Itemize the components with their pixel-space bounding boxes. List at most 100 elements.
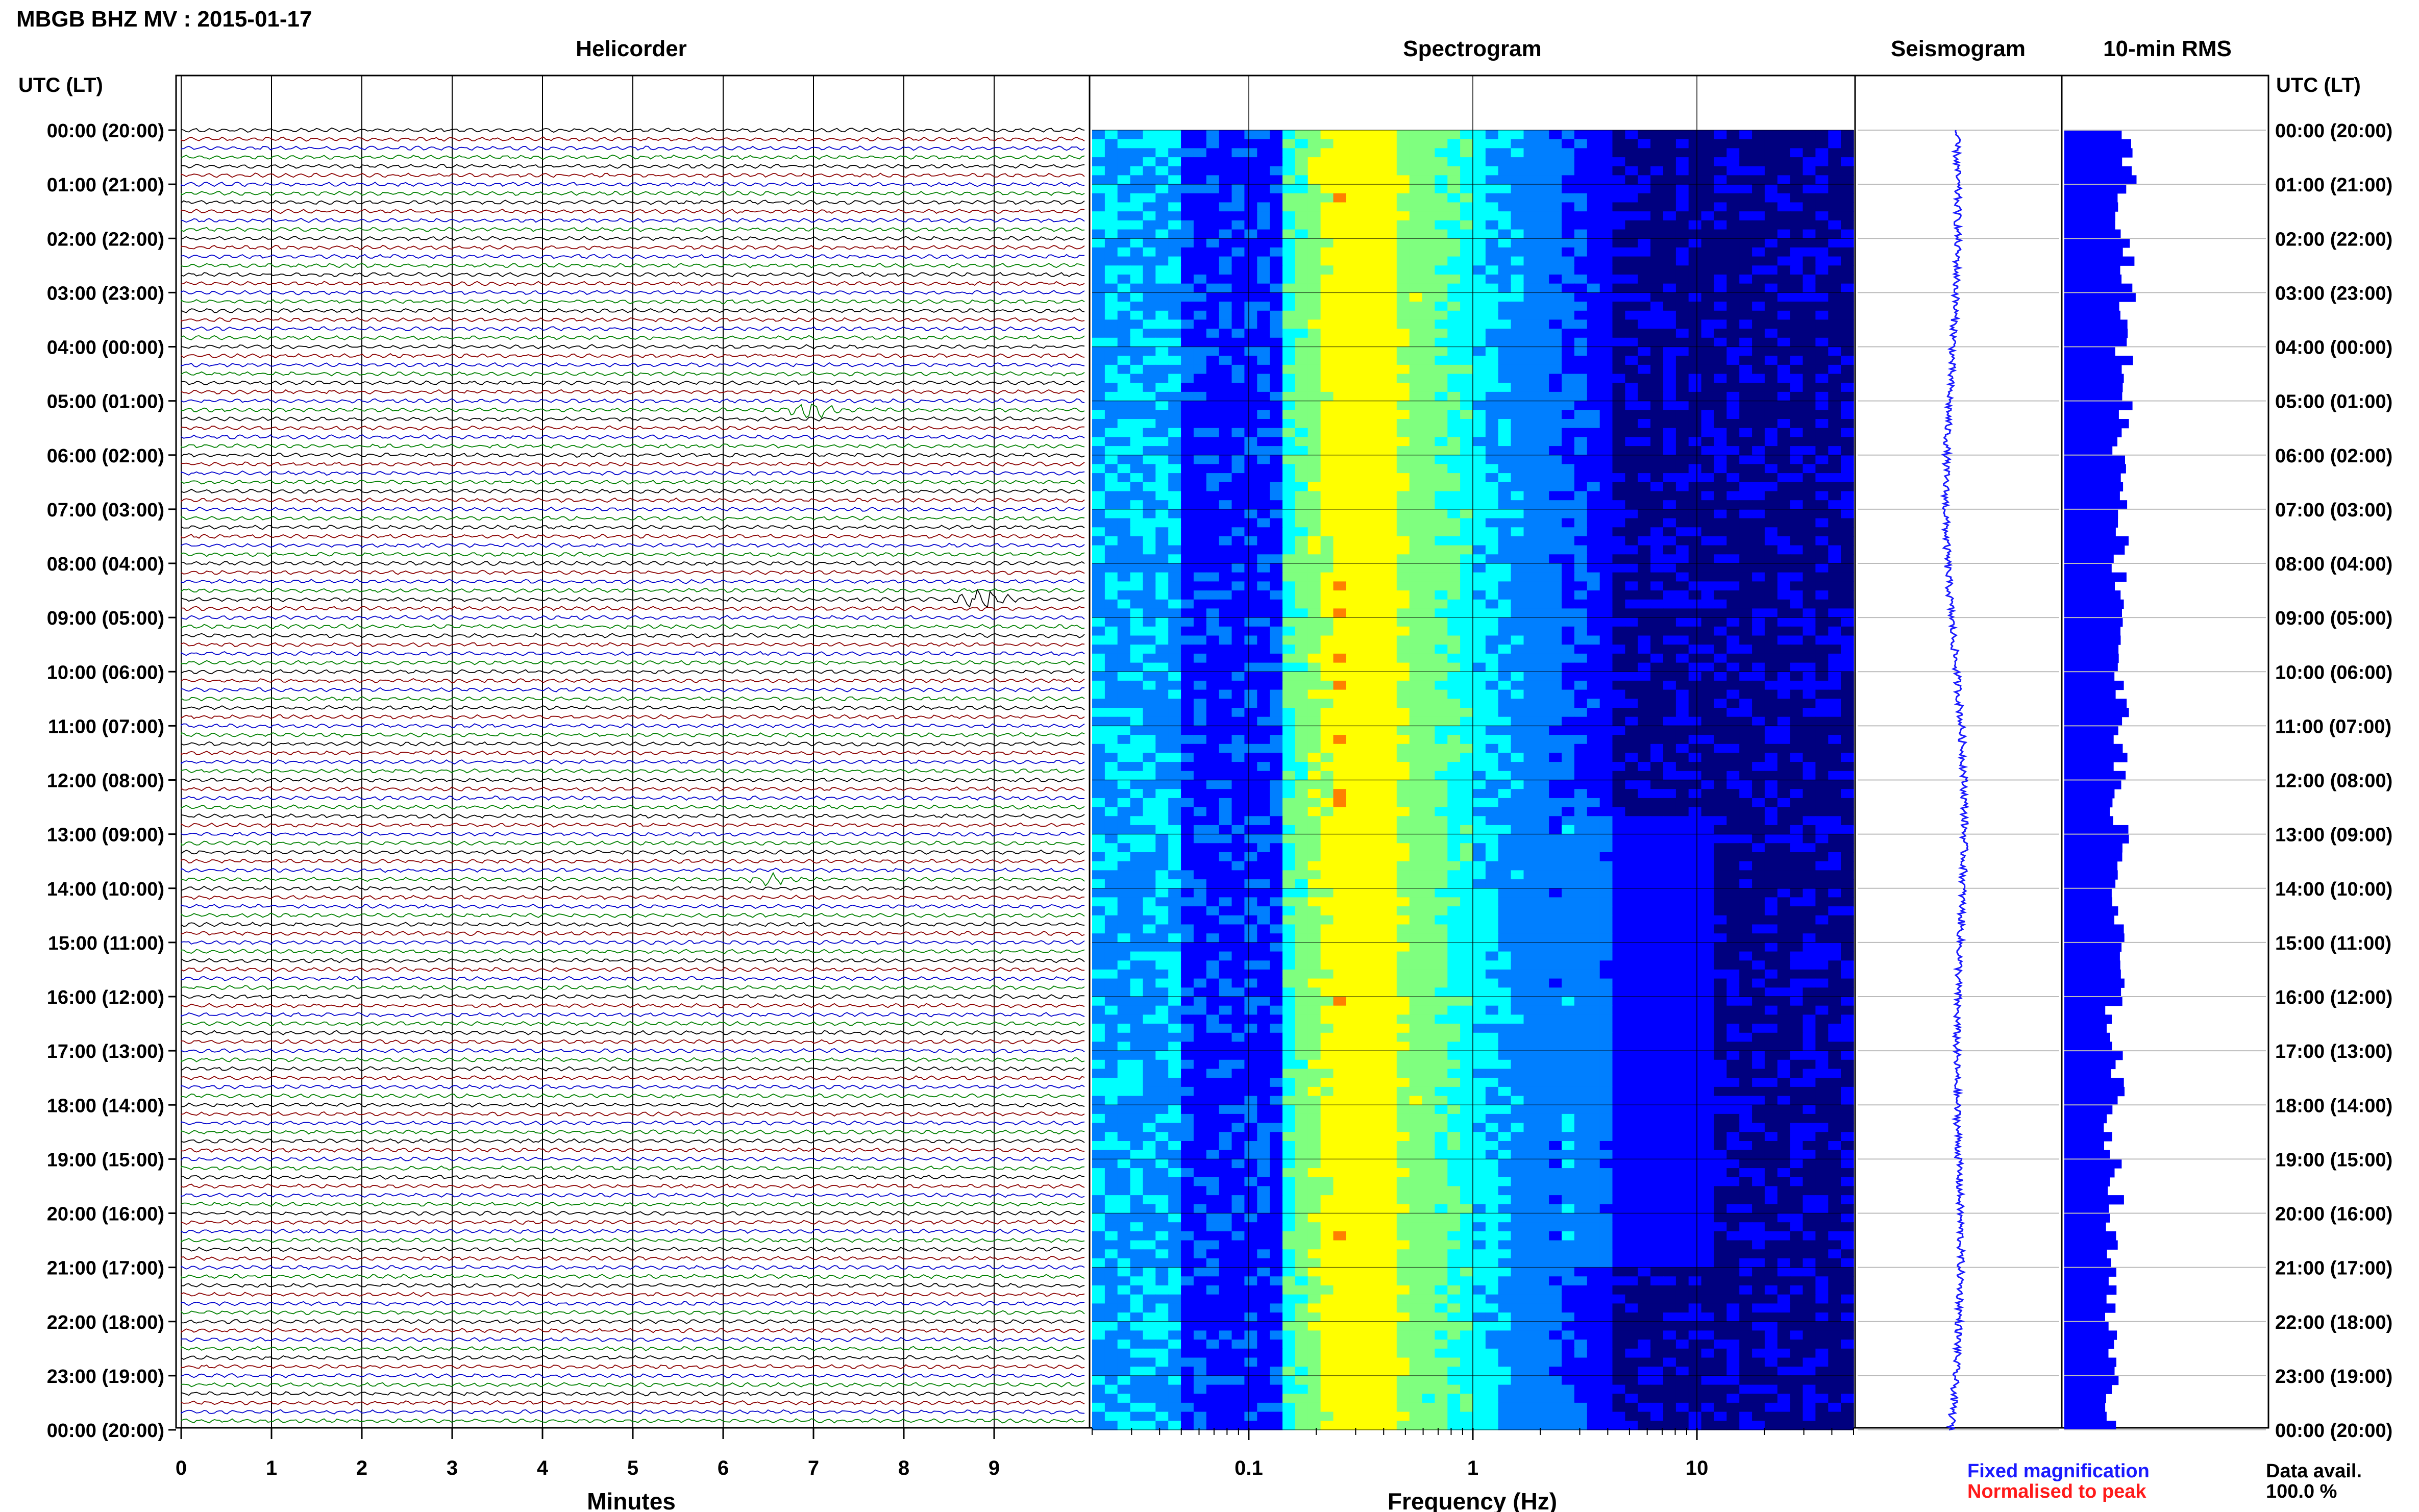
spectrogram-cell (1625, 446, 1639, 456)
spectrogram-cell (1447, 292, 1461, 302)
spectrogram-cell (1117, 337, 1131, 348)
spectrogram-cell (1790, 672, 1804, 681)
spectrogram-cell (1523, 807, 1537, 817)
spectrogram-cell (1193, 527, 1207, 537)
spectrogram-cell (1485, 527, 1499, 537)
spectrogram-cell (1193, 572, 1207, 582)
spectrogram-cell (1815, 446, 1829, 456)
spectrogram-cell (1726, 265, 1740, 275)
spectrogram-cell (1625, 699, 1639, 708)
spectrogram-cell (1739, 807, 1752, 817)
spectrogram-cell (1143, 184, 1156, 194)
spectrogram-cell (1726, 699, 1740, 708)
spectrogram-cell (1396, 383, 1410, 392)
spectrogram-cell (1650, 581, 1664, 591)
spectrogram-cell (1295, 428, 1309, 438)
spectrogram-cell (1777, 726, 1791, 735)
spectrogram-cell (1422, 319, 1436, 329)
spectrogram-cell (1650, 130, 1664, 140)
spectrogram-cell (1726, 672, 1740, 681)
spectrogram-cell (1688, 157, 1702, 167)
spectrogram-cell (1231, 374, 1245, 384)
spectrogram-cell (1447, 645, 1461, 654)
spectrogram-cell (1143, 374, 1156, 384)
spectrogram-cell (1333, 473, 1347, 483)
spectrogram-cell (1587, 563, 1600, 573)
spectrogram-cell (1790, 617, 1804, 627)
spectrogram-cell (1333, 247, 1347, 257)
spectrogram-cell (1155, 419, 1169, 429)
spectrogram-cell (1511, 509, 1524, 519)
spectrogram-cell (1625, 256, 1639, 266)
spectrogram-cell (1815, 166, 1829, 176)
spectrogram-cell (1117, 608, 1131, 618)
spectrogram-cell (1371, 708, 1385, 717)
spectrogram-cell (1485, 464, 1499, 474)
spectrogram-cell (1282, 364, 1296, 375)
spectrogram-cell (1638, 473, 1651, 483)
helicorder-trace (181, 1012, 1085, 1018)
spectrogram-cell (1320, 680, 1334, 690)
helicorder-trace (181, 904, 1084, 909)
spectrogram-cell (1714, 130, 1727, 140)
spectrogram-cell (1092, 410, 1105, 419)
spectrogram-cell (1777, 753, 1791, 762)
spectrogram-cell (1714, 356, 1727, 365)
spectrogram-cell (1244, 401, 1258, 411)
spectrogram-cell (1523, 545, 1537, 555)
spectrogram-cell (1155, 771, 1169, 781)
spectrogram-cell (1549, 645, 1562, 654)
spectrogram-cell (1473, 238, 1486, 248)
spectrogram-cell (1206, 572, 1220, 582)
spectrogram-cell (1574, 410, 1588, 419)
spectrogram-cell (1790, 716, 1804, 727)
spectrogram-cell (1574, 220, 1588, 230)
spectrogram-cell (1460, 464, 1473, 474)
spectrogram-cell (1625, 319, 1639, 329)
spectrogram-cell (1104, 302, 1118, 311)
spectrogram-cell (1181, 319, 1194, 329)
spectrogram-cell (1282, 626, 1296, 636)
spectrogram-cell (1777, 139, 1791, 149)
spectrogram-cell (1396, 455, 1410, 465)
spectrogram-cell (1485, 220, 1499, 230)
spectrogram-cell (1790, 599, 1804, 609)
spectrogram-cell (1815, 302, 1829, 311)
spectrogram-cell (1435, 391, 1448, 402)
spectrogram-cell (1270, 653, 1283, 663)
spectrogram-cell (1473, 337, 1486, 348)
spectrogram-cell (1625, 680, 1639, 690)
spectrogram-cell (1536, 753, 1549, 762)
spectrogram-cell (1562, 265, 1575, 275)
spectrogram-cell (1181, 220, 1194, 230)
spectrogram-cell (1168, 464, 1181, 474)
spectrogram-cell (1206, 743, 1220, 754)
spectrogram-cell (1092, 383, 1105, 392)
spectrogram-cell (1714, 680, 1727, 690)
spectrogram-cell (1219, 157, 1232, 167)
spectrogram-cell (1181, 807, 1194, 817)
spectrogram-cell (1714, 319, 1727, 329)
spectrogram-cell (1104, 419, 1118, 429)
spectrogram-cell (1549, 383, 1562, 392)
spectrogram-cell (1270, 265, 1283, 275)
helicorder-trace (181, 922, 1085, 927)
spectrogram-cell (1612, 337, 1626, 348)
spectrogram-cell (1790, 437, 1804, 447)
spectrogram-cell (1359, 364, 1372, 375)
spectrogram-cell (1485, 689, 1499, 700)
spectrogram-cell (1257, 329, 1270, 338)
helicorder-trace (181, 1201, 1085, 1207)
spectrogram-cell (1155, 139, 1169, 149)
spectrogram-cell (1359, 500, 1372, 510)
spectrogram-cell (1168, 771, 1181, 781)
spectrogram-cell (1599, 302, 1613, 311)
spectrogram-cell (1612, 626, 1626, 636)
spectrogram-cell (1307, 527, 1321, 537)
spectrogram-cell (1714, 265, 1727, 275)
spectrogram-cell (1663, 319, 1676, 329)
helicorder-trace (181, 1418, 1085, 1424)
spectrogram-cell (1764, 500, 1778, 510)
spectrogram-cell (1231, 310, 1245, 320)
spectrogram-cell (1282, 374, 1296, 384)
